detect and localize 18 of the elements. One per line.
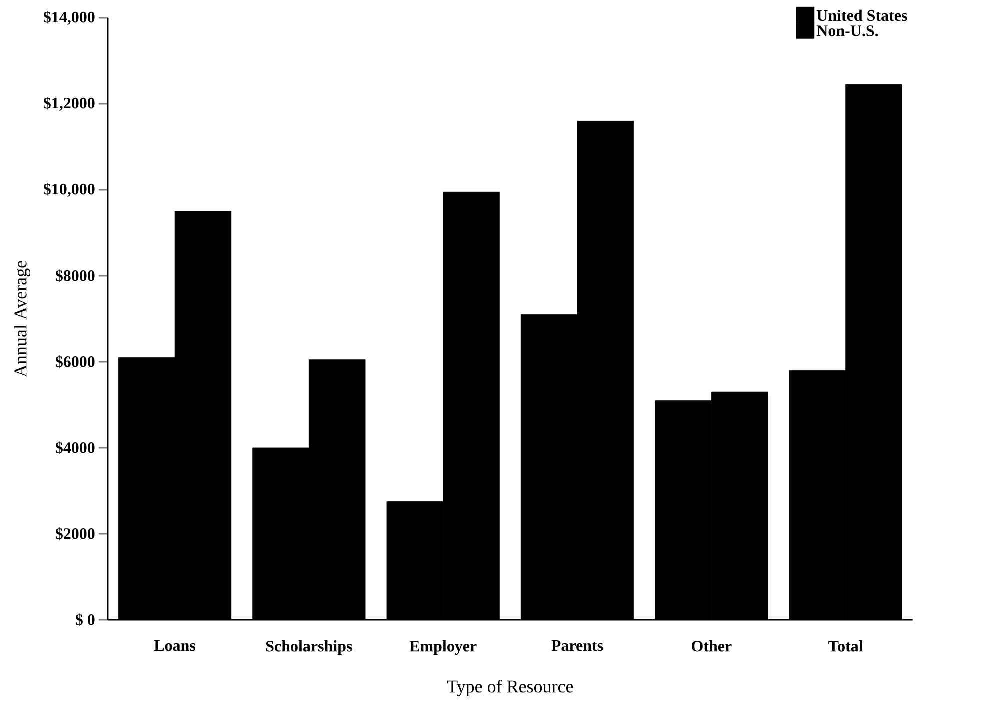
y-tick-label: $10,000 [44, 182, 95, 198]
y-axis-title: Annual Average [14, 261, 31, 378]
x-tick-label: Total [828, 640, 864, 652]
x-tick-label: Parents [552, 640, 604, 652]
legend-label: Non-U.S. [816, 26, 878, 36]
y-tick-label: $2000 [56, 528, 95, 540]
y-tick-label: $8000 [56, 270, 95, 282]
x-tick-label: Scholarships [266, 640, 352, 656]
y-tick-label: $6000 [56, 356, 95, 368]
x-tick-label: Employer [410, 640, 477, 656]
y-tick-label: $4000 [56, 442, 95, 454]
x-tick-label: Other [692, 640, 732, 652]
legend-label: United States [816, 10, 908, 22]
x-axis-title: Type of Resource [447, 680, 574, 697]
x-tick-label: Loans [154, 640, 196, 652]
y-tick-label: $1,2000 [44, 96, 95, 112]
y-tick-label: $ 0 [76, 614, 95, 626]
y-tick-label: $14,000 [44, 10, 95, 26]
